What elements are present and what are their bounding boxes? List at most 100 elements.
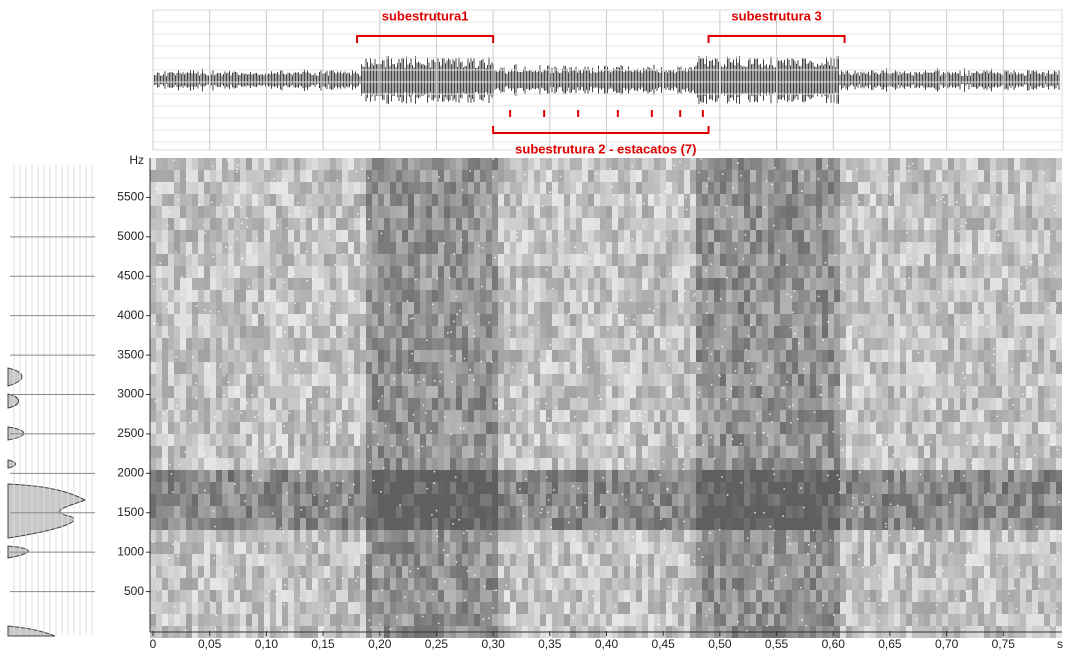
texture-cell — [390, 482, 396, 494]
texture-cell — [810, 614, 816, 626]
texture-cell — [360, 398, 366, 410]
texture-cell — [828, 302, 834, 314]
texture-cell — [648, 374, 654, 386]
texture-cell — [198, 266, 204, 278]
texture-cell — [438, 182, 444, 194]
texture-cell — [324, 554, 330, 566]
texture-cell — [894, 278, 900, 290]
texture-cell — [552, 374, 558, 386]
texture-cell — [678, 470, 684, 482]
texture-cell — [444, 578, 450, 590]
texture-cell — [618, 350, 624, 362]
texture-cell — [390, 470, 396, 482]
texture-cell — [330, 410, 336, 422]
texture-cell — [510, 302, 516, 314]
texture-cell — [486, 602, 492, 614]
texture-cell — [708, 278, 714, 290]
texture-cell — [366, 554, 372, 566]
texture-cell — [606, 266, 612, 278]
texture-cell — [258, 518, 264, 530]
texture-cell — [792, 374, 798, 386]
texture-cell — [888, 458, 894, 470]
texture-cell — [228, 290, 234, 302]
texture-cell — [168, 242, 174, 254]
texture-cell — [588, 266, 594, 278]
texture-cell — [498, 530, 504, 542]
texture-cell — [666, 566, 672, 578]
texture-cell — [570, 470, 576, 482]
texture-cell — [318, 278, 324, 290]
texture-cell — [402, 242, 408, 254]
texture-cell — [492, 374, 498, 386]
texture-cell — [642, 386, 648, 398]
texture-cell — [810, 158, 816, 170]
texture-cell — [822, 602, 828, 614]
texture-cell — [684, 602, 690, 614]
texture-cell — [456, 230, 462, 242]
texture-cell — [402, 590, 408, 602]
texture-cell — [210, 314, 216, 326]
texture-cell — [516, 314, 522, 326]
texture-cell — [870, 566, 876, 578]
texture-cell — [648, 362, 654, 374]
texture-cell — [348, 374, 354, 386]
texture-cell — [198, 362, 204, 374]
texture-cell — [714, 386, 720, 398]
texture-cell — [438, 446, 444, 458]
texture-cell — [378, 230, 384, 242]
texture-cell — [174, 290, 180, 302]
texture-cell — [540, 590, 546, 602]
texture-cell — [576, 410, 582, 422]
texture-cell — [240, 362, 246, 374]
texture-cell — [432, 278, 438, 290]
texture-cell — [168, 590, 174, 602]
texture-cell — [522, 434, 528, 446]
texture-cell — [354, 326, 360, 338]
texture-cell — [642, 542, 648, 554]
texture-cell — [432, 506, 438, 518]
texture-cell — [636, 242, 642, 254]
texture-cell — [420, 494, 426, 506]
texture-cell — [570, 266, 576, 278]
texture-cell — [282, 266, 288, 278]
texture-cell — [780, 254, 786, 266]
texture-cell — [804, 278, 810, 290]
texture-cell — [480, 410, 486, 422]
texture-cell — [426, 230, 432, 242]
texture-cell — [744, 422, 750, 434]
texture-cell — [552, 458, 558, 470]
texture-cell — [204, 434, 210, 446]
texture-cell — [708, 518, 714, 530]
texture-cell — [834, 482, 840, 494]
texture-cell — [498, 302, 504, 314]
texture-cell — [846, 590, 852, 602]
texture-cell — [276, 458, 282, 470]
texture-cell — [762, 398, 768, 410]
texture-cell — [504, 566, 510, 578]
texture-cell — [402, 374, 408, 386]
texture-cell — [546, 386, 552, 398]
texture-cell — [738, 194, 744, 206]
texture-cell — [636, 542, 642, 554]
texture-cell — [672, 590, 678, 602]
texture-cell — [756, 614, 762, 626]
texture-cell — [552, 578, 558, 590]
texture-cell — [288, 602, 294, 614]
texture-cell — [456, 506, 462, 518]
texture-cell — [204, 530, 210, 542]
texture-cell — [756, 398, 762, 410]
texture-cell — [684, 566, 690, 578]
texture-cell — [648, 470, 654, 482]
texture-cell — [798, 302, 804, 314]
texture-cell — [360, 326, 366, 338]
texture-cell — [336, 566, 342, 578]
texture-cell — [198, 506, 204, 518]
texture-cell — [276, 374, 282, 386]
texture-cell — [162, 350, 168, 362]
texture-cell — [366, 182, 372, 194]
texture-cell — [678, 506, 684, 518]
texture-cell — [216, 446, 222, 458]
texture-cell — [396, 242, 402, 254]
texture-cell — [654, 554, 660, 566]
texture-cell — [804, 326, 810, 338]
